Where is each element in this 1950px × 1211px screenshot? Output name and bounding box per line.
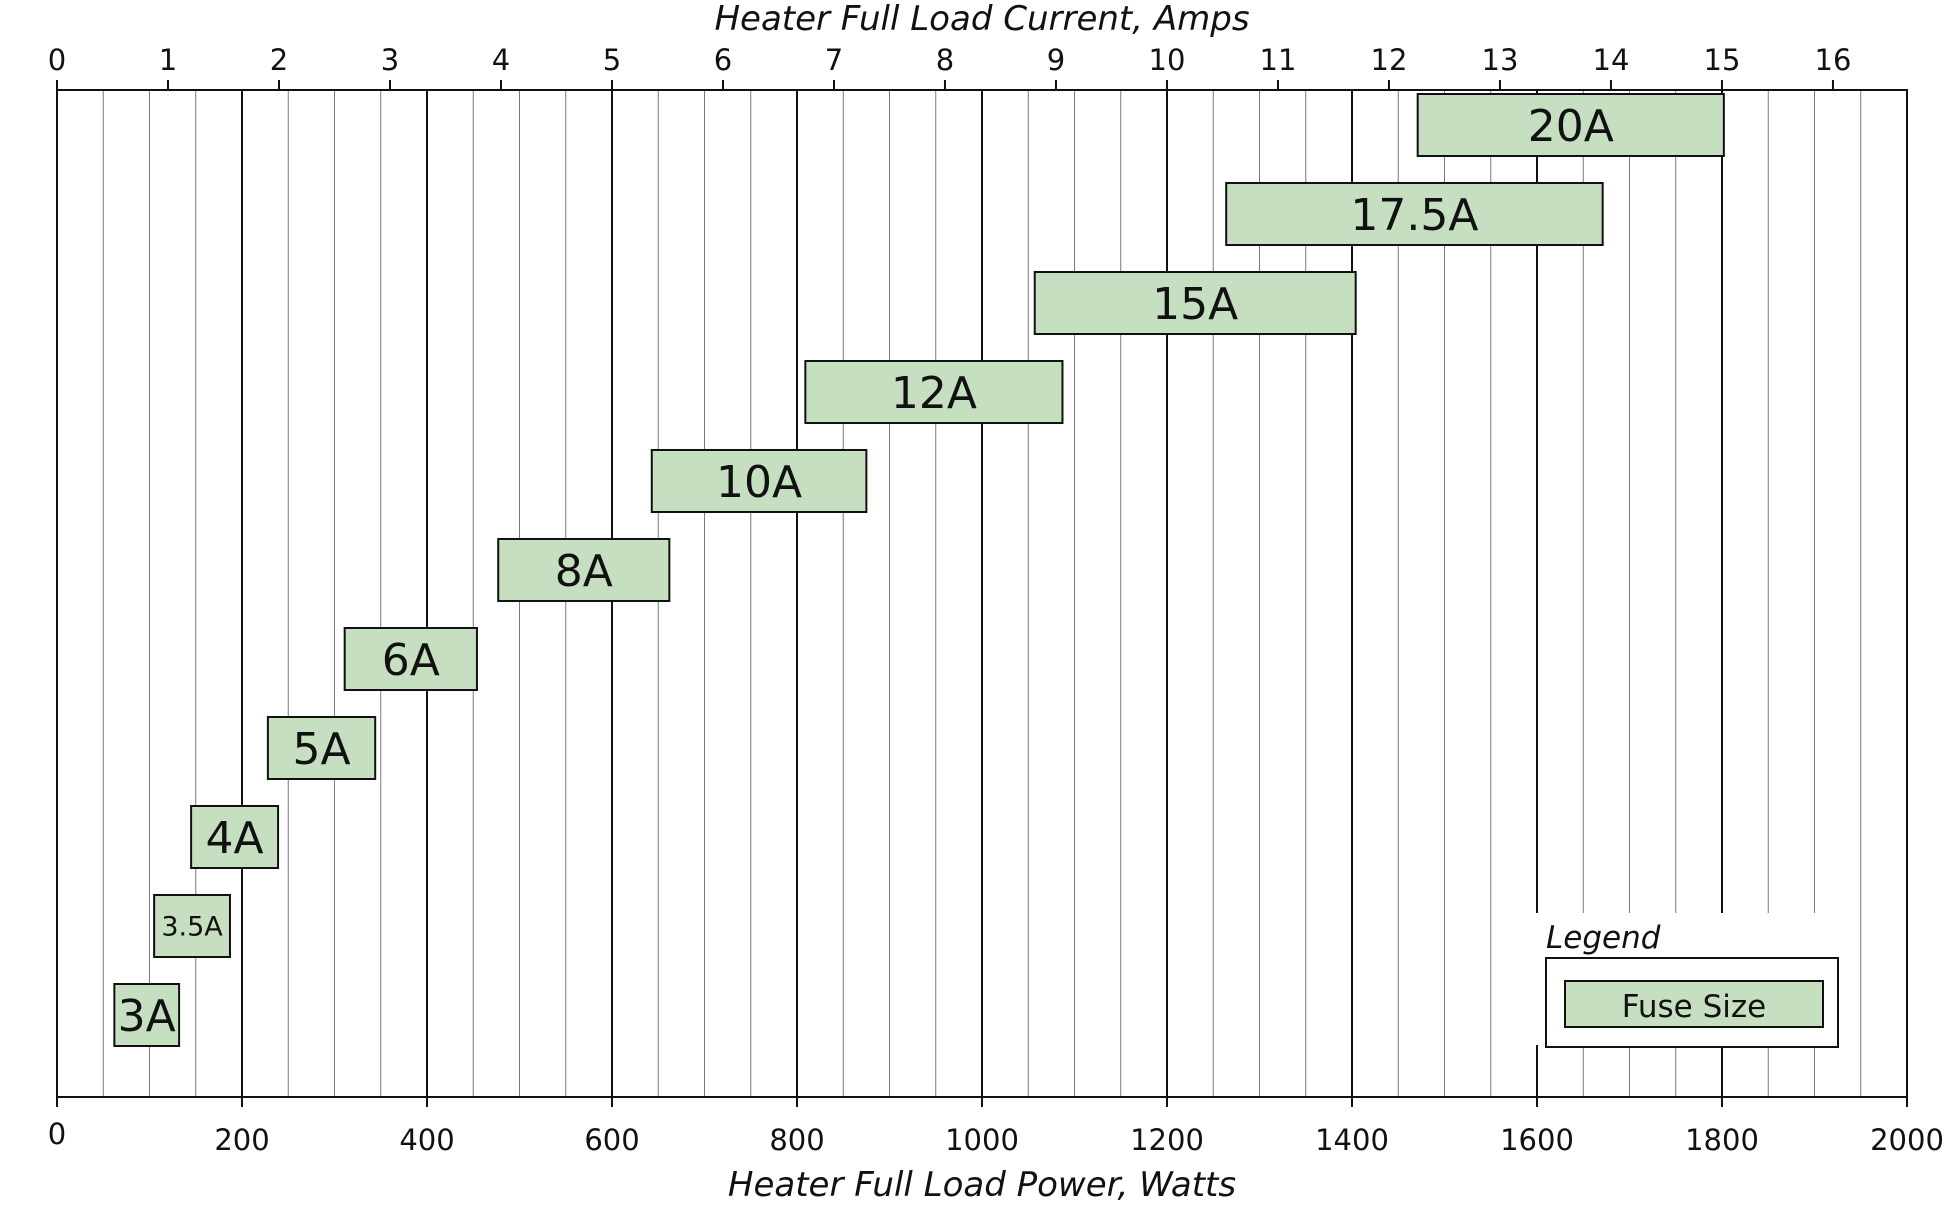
top-tick-label: 2 <box>270 43 288 77</box>
fuse-bar <box>804 360 1064 424</box>
top-tick-label: 8 <box>936 43 954 77</box>
top-tick-label: 12 <box>1371 43 1408 77</box>
fuse-bar-group: 3A <box>113 983 181 1047</box>
bottom-axis-ticks: 0 200 400 600 800 1000 1200 1400 1600 1800 2000 <box>48 1097 1944 1157</box>
top-tick-label: 5 <box>603 43 621 77</box>
top-tick-label: 14 <box>1593 43 1630 77</box>
fuse-bar-group: 15A <box>1033 271 1357 335</box>
fuse-bar-label: 12A <box>891 368 977 419</box>
bottom-tick-label: 1200 <box>1130 1123 1204 1157</box>
top-tick-label: 1 <box>159 43 177 77</box>
fuse-bar <box>650 449 868 513</box>
fuse-bar-label: 15A <box>1152 279 1238 330</box>
fuse-bars: 3A 3.5A 4A 5A 6A 8A 10A 12A 15A 17.5A 20A <box>113 93 1725 1047</box>
bottom-tick-label: 800 <box>769 1123 824 1157</box>
top-tick-label: 10 <box>1149 43 1186 77</box>
fuse-bar-label: 3A <box>118 991 176 1042</box>
fuse-bar <box>1033 271 1357 335</box>
fuse-bar-group: 12A <box>804 360 1064 424</box>
fuse-bar <box>113 983 181 1047</box>
bottom-tick-label: 600 <box>584 1123 639 1157</box>
fuse-bar-label: 10A <box>716 457 802 508</box>
fuse-bar-label: 17.5A <box>1350 190 1478 241</box>
fuse-bar <box>1416 93 1725 157</box>
fuse-bar-label: 8A <box>555 546 613 597</box>
fuse-bar-group: 10A <box>650 449 868 513</box>
bottom-tick-label: 0 <box>48 1117 66 1151</box>
legend-label: Fuse Size <box>1622 989 1767 1025</box>
fuse-bar-label: 5A <box>293 724 351 775</box>
top-axis-ticks: 0 1 2 3 4 5 6 7 8 9 10 11 12 13 14 15 16 <box>48 43 1852 90</box>
bottom-axis-title: Heater Full Load Power, Watts <box>728 1165 1236 1205</box>
fuse-bar <box>343 627 478 691</box>
fuse-bar-group: 20A <box>1416 93 1725 157</box>
bottom-tick-label: 1400 <box>1315 1123 1389 1157</box>
fuse-bar-label: 4A <box>206 813 264 864</box>
bottom-tick-label: 2000 <box>1870 1123 1944 1157</box>
fuse-bar-group: 17.5A <box>1225 182 1604 246</box>
top-tick-label: 6 <box>714 43 732 77</box>
fuse-bar-label: 20A <box>1528 101 1614 152</box>
fuse-bar <box>153 894 231 958</box>
legend-title: Legend <box>1546 920 1661 956</box>
bottom-tick-label: 1800 <box>1685 1123 1759 1157</box>
fuse-bar-label: 6A <box>382 635 440 686</box>
fuse-bar <box>1225 182 1604 246</box>
top-tick-label: 15 <box>1704 43 1741 77</box>
bottom-tick-label: 1000 <box>945 1123 1019 1157</box>
top-tick-label: 13 <box>1482 43 1519 77</box>
legend: Legend Fuse Size <box>1532 913 1854 1048</box>
top-tick-label: 3 <box>381 43 399 77</box>
legend-swatch <box>1564 980 1824 1028</box>
fuse-bar-group: 4A <box>190 805 280 869</box>
bottom-tick-label: 200 <box>214 1123 269 1157</box>
top-tick-label: 9 <box>1047 43 1065 77</box>
top-axis-title: Heater Full Load Current, Amps <box>714 0 1249 39</box>
fuse-bar-group: 3.5A <box>153 894 231 958</box>
bottom-tick-label: 400 <box>399 1123 454 1157</box>
fuse-bar <box>497 538 671 602</box>
top-tick-label: 16 <box>1815 43 1852 77</box>
fuse-bar-label: 3.5A <box>161 912 223 943</box>
top-tick-label: 11 <box>1260 43 1297 77</box>
top-tick-label: 0 <box>48 43 66 77</box>
fuse-bar-group: 8A <box>497 538 671 602</box>
fuse-bar <box>266 716 377 780</box>
fuse-bar-group: 5A <box>266 716 377 780</box>
top-tick-label: 4 <box>492 43 510 77</box>
fuse-bar <box>190 805 280 869</box>
bottom-tick-label: 1600 <box>1500 1123 1574 1157</box>
fuse-bar-group: 6A <box>343 627 478 691</box>
top-tick-label: 7 <box>825 43 843 77</box>
